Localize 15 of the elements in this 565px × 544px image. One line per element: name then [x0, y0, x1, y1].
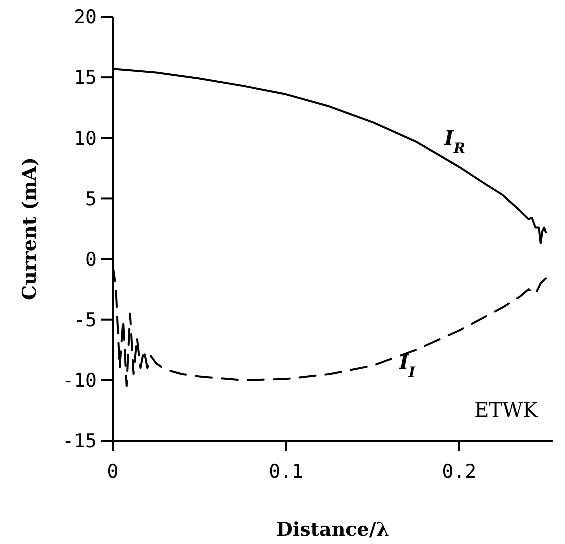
x-tick-label: 0.2: [442, 461, 477, 483]
x-tick-label: 0: [107, 461, 119, 483]
y-tick-label: -15: [62, 430, 97, 453]
y-tick-label: 10: [74, 128, 97, 150]
y-tick-label: 0: [86, 248, 97, 271]
x-tick-label: 0.1: [269, 461, 304, 483]
y-tick-label: -10: [62, 370, 97, 392]
y-tick-label: 15: [74, 67, 97, 90]
x-axis-title: Distance/λ: [276, 519, 390, 541]
y-tick-label: 5: [86, 188, 97, 210]
annotation: ETWK: [474, 398, 540, 422]
y-axis-title: Current (mA): [19, 157, 41, 301]
y-tick-label: 20: [74, 6, 97, 29]
y-tick-label: -5: [74, 310, 97, 332]
series-label: I$_{R}$: [443, 126, 466, 158]
